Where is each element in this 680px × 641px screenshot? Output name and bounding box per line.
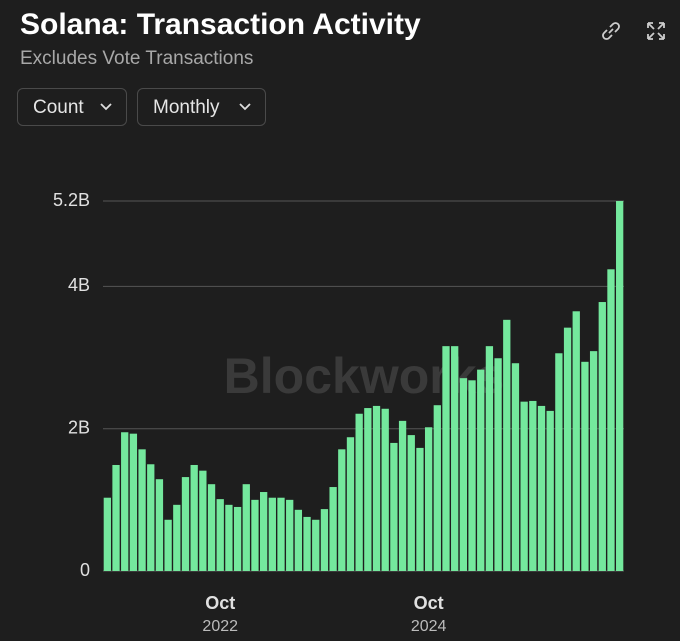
bar <box>381 408 389 571</box>
bar <box>616 201 624 571</box>
bar <box>511 363 520 571</box>
bar <box>390 442 398 571</box>
count-dropdown[interactable]: Count <box>17 88 127 126</box>
period-dropdown[interactable]: Monthly <box>137 88 266 126</box>
bar <box>277 497 285 571</box>
bar <box>329 487 337 571</box>
bar <box>485 346 494 571</box>
bar <box>372 405 381 571</box>
y-tick-label: 2B <box>68 417 90 437</box>
bar <box>103 497 111 571</box>
chevron <box>100 103 112 111</box>
y-tick-label: 5.2B <box>53 190 90 210</box>
bar <box>216 499 224 571</box>
label: Monthly <box>153 97 220 118</box>
bar <box>572 311 580 571</box>
label: Count <box>33 97 84 118</box>
bar <box>424 427 433 571</box>
bar <box>164 519 172 571</box>
subtitle: Excludes Vote Transactions <box>20 48 254 69</box>
bar <box>207 484 216 571</box>
bar <box>259 492 268 571</box>
bar <box>121 432 129 571</box>
bar <box>242 484 250 571</box>
x-tick-label: Oct <box>414 593 444 613</box>
bar <box>581 361 589 571</box>
title: Solana: Transaction Activity <box>20 8 421 41</box>
bar <box>537 405 546 571</box>
bar <box>338 449 346 571</box>
bar <box>355 413 363 571</box>
expand-icon[interactable] <box>645 20 667 42</box>
bar <box>320 509 329 571</box>
bar <box>433 405 441 571</box>
bar <box>112 464 120 571</box>
bar <box>294 509 303 571</box>
bar <box>155 479 164 571</box>
bar <box>407 435 415 571</box>
bar <box>181 477 190 571</box>
bar <box>416 447 424 571</box>
bar <box>173 504 181 571</box>
bar <box>459 378 468 571</box>
y-tick-label: 4B <box>68 275 90 295</box>
x-tick-label: 2024 <box>411 618 447 635</box>
bar <box>346 437 355 571</box>
bar <box>529 400 537 571</box>
bar <box>546 410 554 571</box>
bar <box>312 519 320 571</box>
bar <box>520 401 528 571</box>
bar <box>233 506 242 571</box>
bar <box>190 464 198 571</box>
bar <box>468 380 476 571</box>
bar <box>598 302 606 571</box>
bar <box>286 499 294 571</box>
bar <box>268 497 276 571</box>
bar <box>225 504 233 571</box>
y-tick-label: 0 <box>80 560 90 580</box>
bar <box>138 449 146 571</box>
bar <box>607 269 615 571</box>
bar <box>129 433 138 571</box>
bar <box>503 319 511 571</box>
bar <box>477 369 485 571</box>
bar <box>589 351 598 571</box>
bar <box>398 420 407 571</box>
bar <box>303 516 311 571</box>
link-icon[interactable] <box>600 20 622 42</box>
bar <box>494 358 502 571</box>
x-tick-label: Oct <box>205 593 235 613</box>
bar <box>451 346 459 571</box>
x-tick-label: 2022 <box>202 618 238 635</box>
bar <box>442 346 450 571</box>
bar <box>563 327 572 571</box>
bar <box>199 470 207 571</box>
bar <box>147 464 155 571</box>
chevron <box>239 103 251 111</box>
bar <box>555 353 563 571</box>
bar <box>364 408 372 571</box>
bar <box>251 499 259 571</box>
